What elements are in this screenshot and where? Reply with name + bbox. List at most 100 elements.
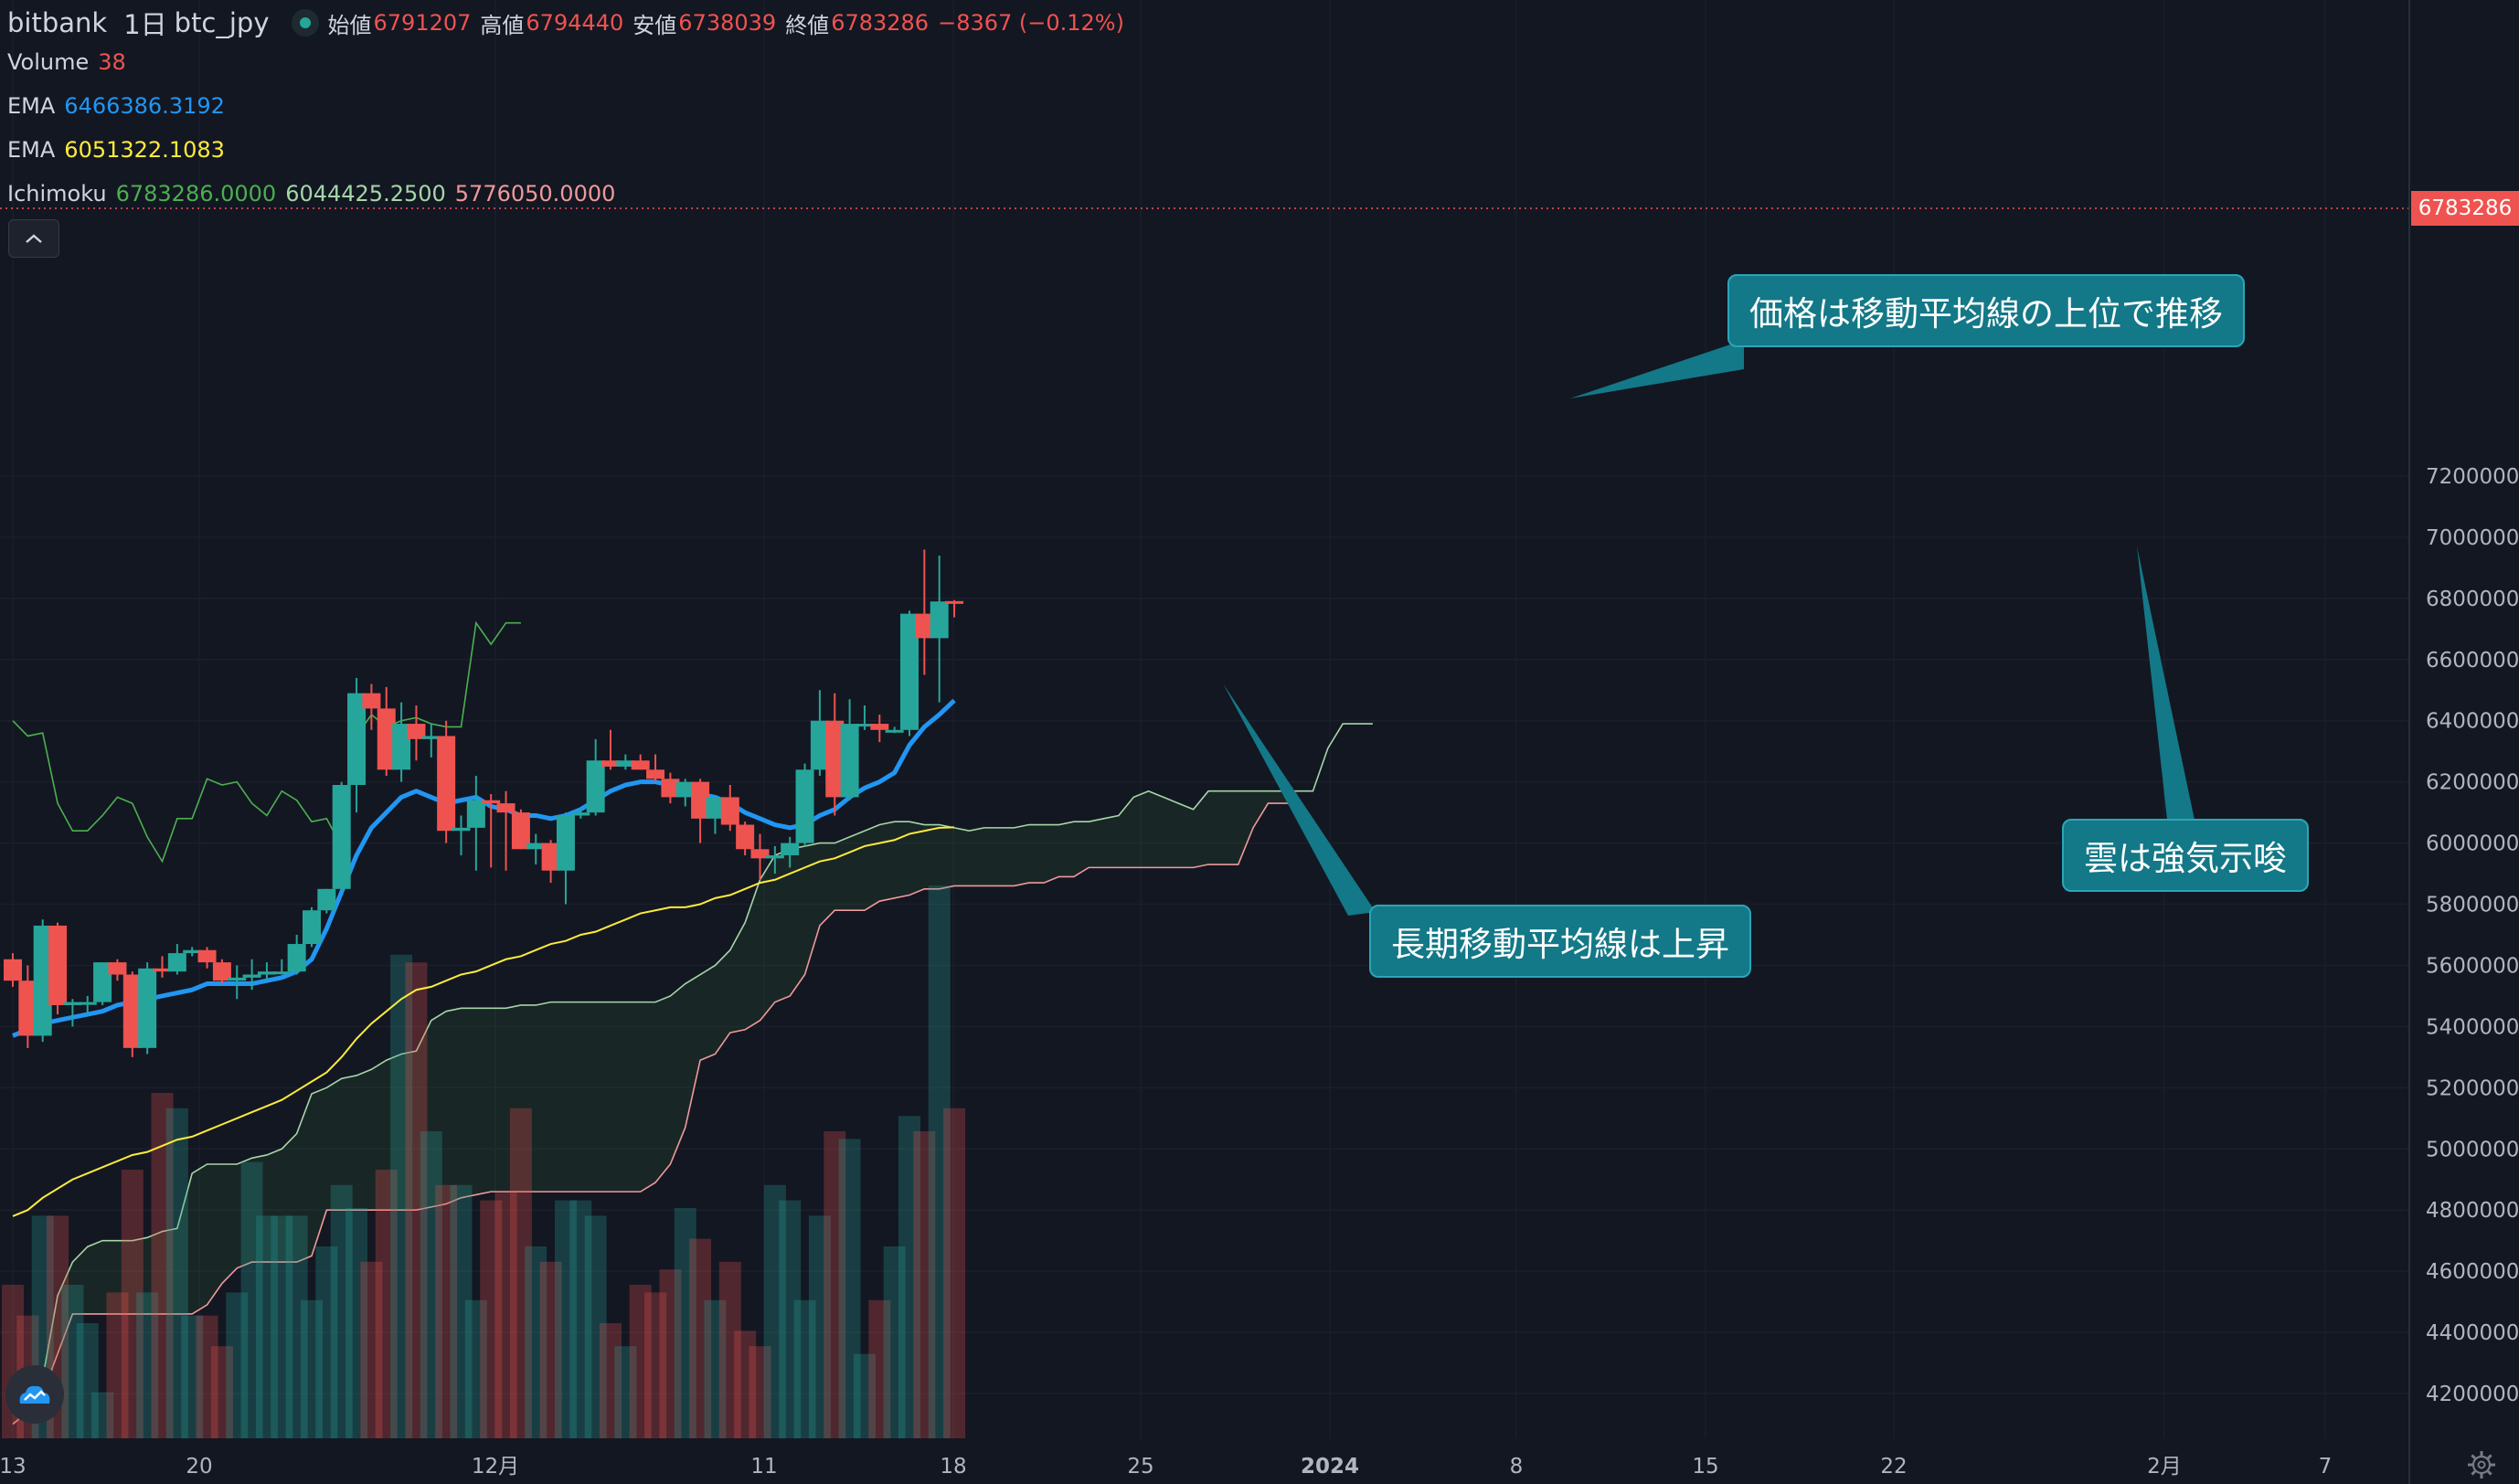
volume-bar — [61, 1285, 84, 1438]
price-tick-label: 4800000 — [2426, 1199, 2519, 1223]
volume-bar — [375, 1170, 398, 1438]
volume-bar — [779, 1200, 802, 1438]
cloud-fill — [13, 790, 1299, 1425]
volume-legend[interactable]: Volume 38 — [7, 49, 135, 75]
volume-bar — [749, 1346, 771, 1438]
candle-body — [362, 693, 381, 709]
candle-body — [631, 760, 650, 770]
change-value: −8367 (−0.12%) — [938, 10, 1124, 36]
candle-body — [781, 843, 800, 855]
candle-body — [586, 760, 605, 813]
symbol-header: bitbank 1日 btc_jpy 始値 6791207 高値 6794440 安… — [7, 4, 1133, 42]
collapse-legend-button[interactable] — [8, 219, 59, 258]
tradingview-logo-icon[interactable] — [5, 1365, 64, 1424]
volume-bar — [689, 1238, 712, 1438]
volume-bar — [271, 1215, 293, 1438]
time-tick-label: 22 — [1880, 1455, 1907, 1479]
time-tick-label: 2月 — [2147, 1455, 2182, 1479]
candle-body — [18, 980, 37, 1036]
volume-bar — [91, 1392, 114, 1438]
volume-bar — [345, 1208, 368, 1438]
candle-body — [33, 925, 52, 1036]
volume-bar — [808, 1215, 831, 1438]
candle-body — [392, 724, 411, 770]
ichimoku-legend[interactable]: Ichimoku 6783286.0000 6044425.2500 57760… — [7, 181, 624, 207]
candlesticks[interactable] — [4, 549, 964, 1057]
symbol-name[interactable]: btc_jpy — [174, 7, 270, 38]
candle-body — [377, 708, 396, 770]
senkou-span-b-line — [12, 802, 1299, 1426]
candle-body — [885, 729, 904, 733]
volume-bar — [629, 1285, 652, 1438]
volume-value: 38 — [98, 49, 126, 75]
close-value: 6783286 — [831, 10, 930, 36]
candle-body — [242, 974, 261, 978]
candle-body — [228, 977, 247, 981]
candle-body — [706, 797, 725, 819]
callout-pointers — [1223, 340, 2195, 916]
candle-body — [482, 800, 501, 804]
candle-body — [691, 781, 710, 819]
callout-cloud-bullish-text: 雲は強気示唆 — [2084, 839, 2287, 878]
time-tick-label: 15 — [1692, 1455, 1718, 1479]
time-tick-label: 8 — [1510, 1455, 1524, 1479]
candle-body — [855, 724, 874, 727]
candle-body — [287, 944, 306, 972]
candle-body — [452, 827, 471, 832]
volume-bar — [614, 1346, 637, 1438]
interval-label[interactable]: 1日 — [123, 9, 167, 40]
price-tick-label: 5400000 — [2426, 1015, 2519, 1039]
candle-body — [138, 968, 157, 1048]
candle-body — [646, 769, 665, 779]
volume-bar — [390, 954, 413, 1438]
volume-bar — [734, 1330, 757, 1438]
candle-body — [78, 1002, 97, 1005]
exchange-name[interactable]: bitbank — [7, 7, 108, 38]
volume-bar — [539, 1261, 562, 1438]
volume-label: Volume — [7, 49, 90, 75]
price-tick-label: 7200000 — [2426, 465, 2519, 489]
volume-bar — [121, 1170, 143, 1438]
price-axis[interactable]: 4200000 4400000 4600000 4800000 5000000 52000… — [2426, 465, 2519, 1406]
callout-long-ma-rising: 長期移動平均線は上昇 — [1369, 905, 1751, 978]
last-price-tag: 6783286 — [2411, 191, 2519, 226]
price-tick-label: 6000000 — [2426, 832, 2519, 856]
volume-bar — [928, 885, 951, 1438]
volume-bar — [106, 1292, 129, 1438]
volume-bar — [435, 1184, 458, 1438]
candle-body — [167, 953, 186, 972]
volume-bar — [659, 1269, 682, 1438]
volume-bar — [644, 1292, 667, 1438]
volume-bar — [494, 1192, 517, 1438]
candle-body — [48, 925, 68, 1005]
volume-bar — [600, 1323, 622, 1438]
ema-fast-legend[interactable]: EMA 6466386.3192 — [7, 93, 234, 119]
ema-slow-line — [12, 826, 955, 1217]
volume-bar — [330, 1184, 353, 1438]
candle-body — [303, 910, 321, 945]
candle-body — [4, 959, 22, 981]
settings-gear-icon[interactable] — [2466, 1449, 2497, 1480]
time-axis[interactable]: 13 20 12月 11 18 25 2024 8 15 22 2月 7 — [0, 1455, 2332, 1479]
logo-mark-icon — [19, 1385, 50, 1404]
ichimoku-cloud — [12, 723, 1373, 1426]
time-tick-label: 2024 — [1301, 1455, 1359, 1479]
volume-bar — [480, 1200, 503, 1438]
candle-body — [272, 971, 292, 975]
candle-body — [183, 949, 202, 954]
time-tick-label: 20 — [186, 1455, 212, 1479]
open-value: 6791207 — [373, 10, 472, 36]
ema-slow-legend[interactable]: EMA 6051322.1083 — [7, 137, 234, 163]
candle-body — [870, 724, 889, 730]
volume-bar — [360, 1261, 383, 1438]
callout-price-above-ma: 価格は移動平均線の上位で推移 — [1727, 274, 2245, 347]
price-tick-label: 5600000 — [2426, 954, 2519, 978]
volume-bar — [898, 1116, 920, 1438]
ichimoku-value-3: 5776050.0000 — [454, 181, 616, 207]
volume-bar — [793, 1299, 816, 1438]
volume-bar — [718, 1261, 741, 1438]
high-value: 6794440 — [526, 10, 624, 36]
volume-bar — [136, 1292, 159, 1438]
candle-body — [571, 812, 590, 816]
